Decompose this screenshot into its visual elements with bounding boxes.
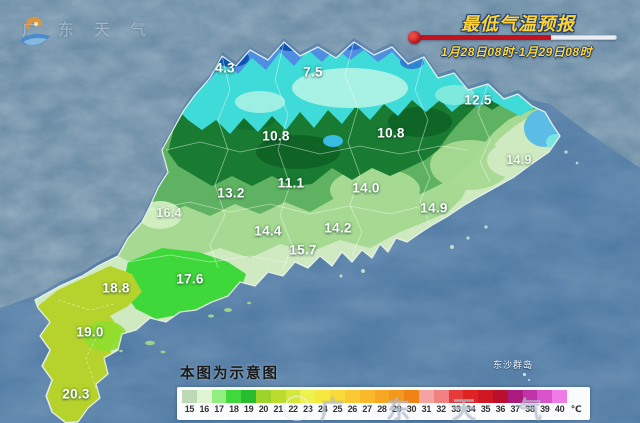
legend-spacer [567, 390, 585, 403]
legend-value: 15 [184, 404, 195, 414]
legend-value-row: 15 16 17 18 19 20 21 22 23 24 25 26 27 28 29 30 31 32 33 34… [182, 403, 585, 416]
legend-value: 21 [273, 404, 284, 414]
legend-color-cell [256, 390, 271, 403]
legend-color-cell [344, 390, 360, 403]
legend-color-cell [507, 390, 523, 403]
legend-value: 24 [317, 404, 328, 414]
legend-value: 33 [451, 404, 461, 414]
sun-cloud-icon [20, 16, 50, 46]
legend-color-cell [463, 390, 479, 403]
legend-color-cell [374, 390, 390, 403]
city-boundaries [57, 42, 491, 389]
legend-value: 19 [243, 404, 254, 414]
island-dot [523, 373, 526, 376]
legend-color-cell [448, 390, 464, 403]
legend-color-cell [433, 390, 449, 403]
legend-value: 22 [288, 404, 298, 414]
legend-value: 40 [554, 404, 565, 414]
legend-value: 35 [480, 404, 491, 414]
legend-value: 17 [214, 404, 224, 414]
legend-value: 37 [510, 404, 520, 414]
legend-value: 38 [525, 404, 535, 414]
province-outline [34, 41, 561, 423]
legend-value: 20 [258, 404, 269, 414]
forecast-date-range: 1月28日08时-1月29日08时 [440, 45, 593, 59]
thermometer-icon [408, 31, 620, 45]
island-dot [528, 379, 530, 381]
legend-color-cell [241, 390, 257, 403]
legend-color-cell [552, 390, 567, 403]
temperature-legend: 15 16 17 18 19 20 21 22 23 24 25 26 27 28 29 30 31 32 33 34… [177, 387, 590, 420]
legend-color-cell [359, 390, 375, 403]
legend-color-cell [418, 390, 434, 403]
legend-color-cell [315, 390, 331, 403]
guangdong-weather-logo: 广东天气 [14, 16, 167, 46]
legend-color-cell [389, 390, 405, 403]
legend-value: 36 [495, 404, 506, 414]
islands [119, 150, 579, 354]
legend-value: 30 [406, 404, 417, 414]
legend-value: 39 [540, 404, 550, 414]
brand-text: 广东天气 [22, 22, 167, 39]
legend-value: 29 [391, 404, 402, 414]
legend-value: 26 [347, 404, 358, 414]
legend-value: 16 [199, 404, 209, 414]
legend-color-cell [522, 390, 538, 403]
legend-color-cell [226, 390, 242, 403]
legend-color-cell [300, 390, 316, 403]
legend-value: 31 [421, 404, 432, 414]
legend-color-cell [330, 390, 345, 403]
legend-color-cell [478, 390, 493, 403]
thermometer-bulb [408, 31, 421, 44]
legend-value: 27 [362, 404, 372, 414]
legend-color-cell [270, 390, 286, 403]
legend-color-cell [211, 390, 227, 403]
legend-value: 25 [332, 404, 343, 414]
legend-color-bar [182, 390, 585, 403]
thermometer-mercury [419, 35, 551, 40]
legend-unit: ℃ [570, 404, 582, 414]
legend-value: 34 [466, 404, 476, 414]
legend-value: 18 [229, 404, 239, 414]
legend-color-cell [196, 390, 212, 403]
legend-color-cell [492, 390, 508, 403]
dongsha-islands-label: 东沙群岛 [493, 358, 533, 381]
legend-color-cell [404, 390, 419, 403]
map-disclaimer: 本图为示意图 [180, 366, 279, 382]
legend-value: 32 [436, 404, 446, 414]
legend-value: 23 [303, 404, 313, 414]
legend-color-cell [182, 390, 197, 403]
legend-color-cell [285, 390, 301, 403]
thermometer-stem [419, 35, 617, 40]
legend-value: 28 [377, 404, 387, 414]
forecast-title: 最低气温预报 [461, 14, 575, 34]
legend-color-cell [537, 390, 553, 403]
